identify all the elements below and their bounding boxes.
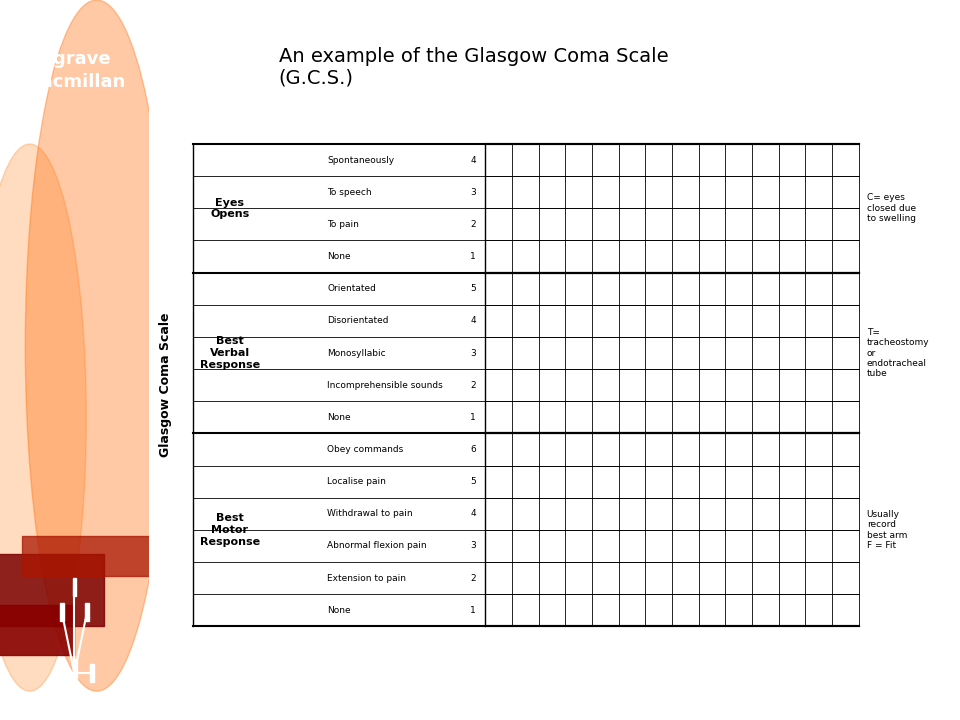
Text: 3: 3 xyxy=(470,541,476,551)
Text: 2: 2 xyxy=(470,381,476,390)
Text: To speech: To speech xyxy=(327,188,372,197)
Text: Abnormal flexion pain: Abnormal flexion pain xyxy=(327,541,427,551)
Text: 1: 1 xyxy=(470,413,476,422)
Bar xyxy=(73,659,78,683)
Text: Spontaneously: Spontaneously xyxy=(327,156,395,165)
Text: To pain: To pain xyxy=(327,220,359,229)
Text: Incomprehensible sounds: Incomprehensible sounds xyxy=(327,381,443,390)
Text: 4: 4 xyxy=(470,509,476,518)
Text: 4: 4 xyxy=(470,316,476,325)
Text: Monosyllabic: Monosyllabic xyxy=(327,348,386,358)
Text: Best
Verbal
Response: Best Verbal Response xyxy=(200,336,260,369)
Text: 3: 3 xyxy=(470,188,476,197)
Bar xyxy=(22,536,163,576)
Circle shape xyxy=(0,144,86,691)
Text: palgrave
macmillan: palgrave macmillan xyxy=(23,50,126,91)
Text: 2: 2 xyxy=(470,220,476,229)
Text: 1: 1 xyxy=(470,606,476,615)
Bar xyxy=(0,605,75,655)
Circle shape xyxy=(25,0,168,691)
Text: Eyes
Opens: Eyes Opens xyxy=(210,197,250,219)
Bar xyxy=(73,577,76,596)
Text: 3: 3 xyxy=(470,348,476,358)
Text: C= eyes
closed due
to swelling: C= eyes closed due to swelling xyxy=(867,194,916,223)
Text: An example of the Glasgow Coma Scale
(G.C.S.): An example of the Glasgow Coma Scale (G.… xyxy=(278,47,668,88)
Text: 5: 5 xyxy=(470,284,476,293)
Text: T=
tracheostomy
or
endotracheal
tube: T= tracheostomy or endotracheal tube xyxy=(867,328,929,378)
Text: Usually
record
best arm
F = Fit: Usually record best arm F = Fit xyxy=(867,510,907,550)
Text: 4: 4 xyxy=(470,156,476,165)
Bar xyxy=(85,603,89,621)
Text: Extension to pain: Extension to pain xyxy=(327,574,406,582)
Text: 5: 5 xyxy=(470,477,476,486)
Text: 6: 6 xyxy=(470,445,476,454)
Bar xyxy=(90,664,94,683)
Text: Best
Motor
Response: Best Motor Response xyxy=(200,513,260,546)
Text: Orientated: Orientated xyxy=(327,284,376,293)
Text: Disorientated: Disorientated xyxy=(327,316,389,325)
Text: Obey commands: Obey commands xyxy=(327,445,403,454)
Text: 1: 1 xyxy=(470,252,476,261)
Bar xyxy=(0,554,105,626)
Bar xyxy=(60,603,63,621)
Text: Localise pain: Localise pain xyxy=(327,477,386,486)
Text: 2: 2 xyxy=(470,574,476,582)
Text: None: None xyxy=(327,413,351,422)
Text: Withdrawal to pain: Withdrawal to pain xyxy=(327,509,413,518)
Text: None: None xyxy=(327,252,351,261)
Text: None: None xyxy=(327,606,351,615)
Bar xyxy=(55,664,59,683)
Text: Glasgow Coma Scale: Glasgow Coma Scale xyxy=(158,313,172,457)
